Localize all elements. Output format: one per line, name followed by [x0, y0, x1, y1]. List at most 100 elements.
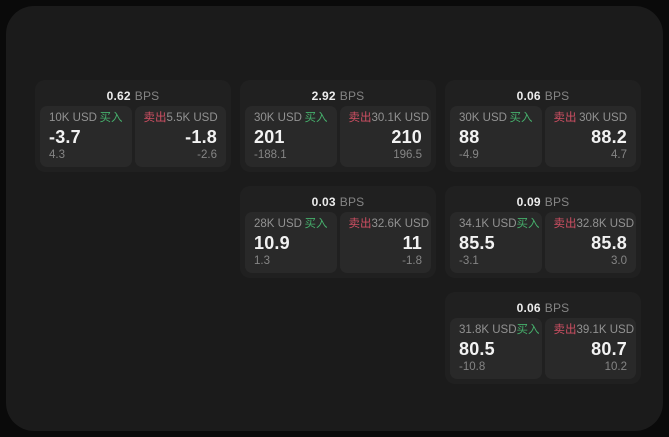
sell-amount: 39.1K USD — [576, 324, 635, 336]
buy-delta: -4.9 — [459, 148, 479, 161]
sell-price: -1.8 — [185, 127, 217, 147]
sell-price: 11 — [402, 233, 422, 253]
buy-delta: 1.3 — [254, 254, 270, 267]
sell-tile[interactable]: 卖出 30K USD 88.2 4.7 — [544, 106, 636, 167]
sell-tile-top: 卖出 32.8K USD — [553, 218, 635, 231]
buy-button[interactable]: 买入 — [516, 218, 540, 230]
buy-button[interactable]: 买入 — [509, 112, 533, 124]
buy-tile[interactable]: 34.1K USD 买入 85.5 -3.1 — [450, 212, 542, 273]
sell-delta: 3.0 — [611, 254, 627, 267]
quote-card: 0.06 BPS 31.8K USD 买入 80.5 -10.8 卖出 39.1… — [445, 292, 641, 384]
sell-delta: -2.6 — [197, 148, 217, 161]
quote-card: 2.92 BPS 30K USD 买入 201 -188.1 卖出 30.1K … — [240, 80, 436, 172]
buy-amount: 28K USD — [254, 218, 302, 230]
bps-value: 0.06 — [516, 88, 541, 103]
buy-amount: 34.1K USD — [459, 218, 517, 230]
card-header: 0.62 BPS — [40, 85, 226, 106]
bps-value: 0.62 — [106, 88, 131, 103]
sell-tile-top: 卖出 30.1K USD — [348, 112, 430, 125]
sell-tile-top: 卖出 30K USD — [553, 112, 628, 125]
bps-suffix-label: BPS — [544, 300, 570, 315]
quote-card: 0.06 BPS 30K USD 买入 88 -4.9 卖出 30K USD 8… — [445, 80, 641, 172]
buy-tile-top: 30K USD 买入 — [254, 112, 328, 125]
buy-price: -3.7 — [49, 127, 81, 147]
bps-suffix-label: BPS — [339, 88, 365, 103]
buy-delta: -3.1 — [459, 254, 479, 267]
sell-button[interactable]: 卖出 — [553, 324, 577, 336]
sell-button[interactable]: 卖出 — [348, 112, 372, 124]
sell-button[interactable]: 卖出 — [553, 112, 577, 124]
buy-amount: 30K USD — [254, 112, 302, 124]
card-header: 2.92 BPS — [245, 85, 431, 106]
sell-delta: 196.5 — [393, 148, 422, 161]
quote-card: 0.03 BPS 28K USD 买入 10.9 1.3 卖出 32.6K US… — [240, 186, 436, 278]
sell-price: 88.2 — [591, 127, 627, 147]
card-header: 0.03 BPS — [245, 191, 431, 212]
buy-tile[interactable]: 30K USD 买入 201 -188.1 — [245, 106, 337, 167]
buy-tile[interactable]: 30K USD 买入 88 -4.9 — [450, 106, 542, 167]
sell-price: 80.7 — [591, 339, 627, 359]
buy-price: 80.5 — [459, 339, 495, 359]
quote-tiles: 31.8K USD 买入 80.5 -10.8 卖出 39.1K USD 80.… — [450, 318, 636, 379]
sell-price: 85.8 — [591, 233, 627, 253]
sell-tile[interactable]: 卖出 32.6K USD 11 -1.8 — [339, 212, 431, 273]
buy-button[interactable]: 买入 — [304, 218, 328, 230]
sell-delta: -1.8 — [402, 254, 422, 267]
buy-tile-top: 10K USD 买入 — [49, 112, 123, 125]
buy-button[interactable]: 买入 — [516, 324, 540, 336]
quote-tiles: 34.1K USD 买入 85.5 -3.1 卖出 32.8K USD 85.8… — [450, 212, 636, 273]
bps-suffix-label: BPS — [134, 88, 160, 103]
buy-tile-top: 34.1K USD 买入 — [459, 218, 540, 231]
sell-tile-top: 卖出 5.5K USD — [143, 112, 218, 125]
app-window: 0.62 BPS 10K USD 买入 -3.7 4.3 卖出 5.5K USD… — [6, 6, 663, 431]
bps-suffix-label: BPS — [544, 88, 570, 103]
bps-suffix-label: BPS — [544, 194, 570, 209]
sell-tile-top: 卖出 32.6K USD — [348, 218, 430, 231]
sell-price: 210 — [391, 127, 422, 147]
sell-tile[interactable]: 卖出 39.1K USD 80.7 10.2 — [544, 318, 636, 379]
quote-tiles: 28K USD 买入 10.9 1.3 卖出 32.6K USD 11 -1.8 — [245, 212, 431, 273]
card-header: 0.06 BPS — [450, 297, 636, 318]
buy-amount: 10K USD — [49, 112, 97, 124]
bps-value: 0.03 — [311, 194, 336, 209]
bps-value: 0.09 — [516, 194, 541, 209]
buy-tile[interactable]: 28K USD 买入 10.9 1.3 — [245, 212, 337, 273]
buy-tile-top: 31.8K USD 买入 — [459, 324, 540, 337]
sell-tile[interactable]: 卖出 30.1K USD 210 196.5 — [339, 106, 431, 167]
quote-tiles: 10K USD 买入 -3.7 4.3 卖出 5.5K USD -1.8 -2.… — [40, 106, 226, 167]
buy-delta: 4.3 — [49, 148, 65, 161]
buy-delta: -188.1 — [254, 148, 287, 161]
sell-button[interactable]: 卖出 — [348, 218, 372, 230]
buy-tile[interactable]: 10K USD 买入 -3.7 4.3 — [40, 106, 132, 167]
sell-tile[interactable]: 卖出 32.8K USD 85.8 3.0 — [544, 212, 636, 273]
sell-button[interactable]: 卖出 — [553, 218, 577, 230]
bps-value: 2.92 — [311, 88, 336, 103]
card-header: 0.06 BPS — [450, 85, 636, 106]
buy-button[interactable]: 买入 — [304, 112, 328, 124]
sell-amount: 32.8K USD — [576, 218, 635, 230]
sell-button[interactable]: 卖出 — [143, 112, 167, 124]
sell-tile-top: 卖出 39.1K USD — [553, 324, 635, 337]
buy-tile-top: 30K USD 买入 — [459, 112, 533, 125]
sell-delta: 10.2 — [604, 360, 627, 373]
sell-amount: 32.6K USD — [371, 218, 430, 230]
buy-tile[interactable]: 31.8K USD 买入 80.5 -10.8 — [450, 318, 542, 379]
card-header: 0.09 BPS — [450, 191, 636, 212]
sell-tile[interactable]: 卖出 5.5K USD -1.8 -2.6 — [134, 106, 226, 167]
buy-delta: -10.8 — [459, 360, 486, 373]
buy-price: 85.5 — [459, 233, 495, 253]
sell-delta: 4.7 — [611, 148, 627, 161]
quote-tiles: 30K USD 买入 88 -4.9 卖出 30K USD 88.2 4.7 — [450, 106, 636, 167]
buy-price: 201 — [254, 127, 285, 147]
sell-amount: 30.1K USD — [371, 112, 430, 124]
buy-price: 88 — [459, 127, 480, 147]
buy-button[interactable]: 买入 — [99, 112, 123, 124]
buy-price: 10.9 — [254, 233, 290, 253]
buy-amount: 30K USD — [459, 112, 507, 124]
sell-amount: 5.5K USD — [166, 112, 218, 124]
sell-amount: 30K USD — [579, 112, 627, 124]
quote-card: 0.09 BPS 34.1K USD 买入 85.5 -3.1 卖出 32.8K… — [445, 186, 641, 278]
bps-value: 0.06 — [516, 300, 541, 315]
bps-suffix-label: BPS — [339, 194, 365, 209]
quote-tiles: 30K USD 买入 201 -188.1 卖出 30.1K USD 210 1… — [245, 106, 431, 167]
